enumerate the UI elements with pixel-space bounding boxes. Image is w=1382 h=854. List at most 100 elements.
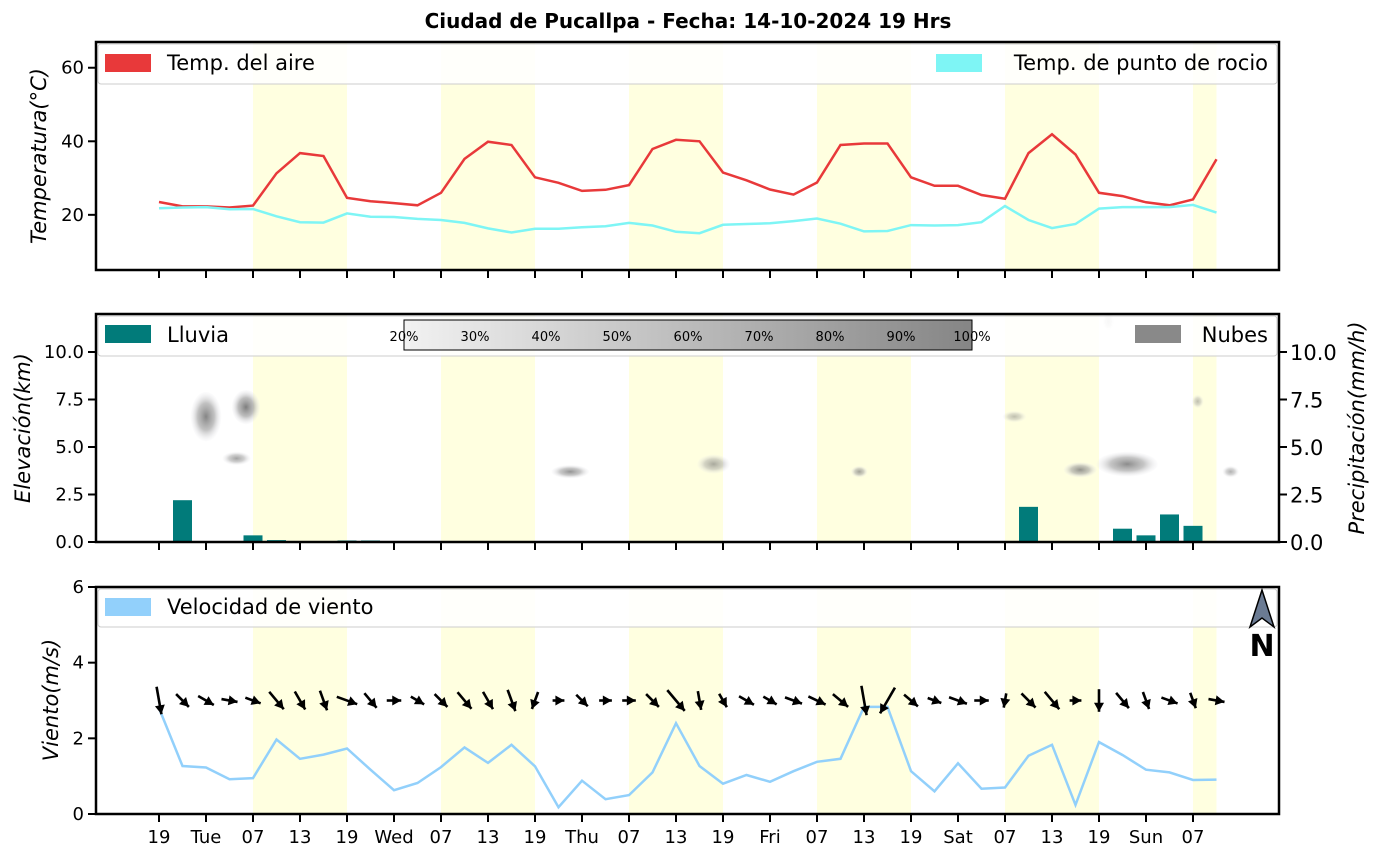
- wind-arrow: [694, 690, 705, 711]
- wind-arrow: [860, 685, 870, 716]
- wind-arrow: [807, 695, 827, 706]
- wind-arrow: [221, 695, 238, 706]
- wind-frame: [94, 585, 1281, 816]
- rain-bar: [1019, 506, 1038, 542]
- temperature-y-label: Temperatura(°C): [27, 68, 51, 244]
- cloud-contour: [222, 451, 251, 466]
- colorbar-label: 40%: [532, 330, 561, 345]
- wind-arrow: [948, 695, 968, 706]
- x-tick-label: Thu: [564, 827, 599, 848]
- precipitation-frame: [94, 312, 1281, 544]
- rain-bar: [173, 500, 192, 542]
- legend-swatch-wind: [105, 598, 151, 616]
- wind-arrow: [293, 690, 307, 711]
- precipitation-y-axis: 0.0 2.5 5.0 7.5 10.0: [1279, 341, 1337, 555]
- rain-bar: [1160, 514, 1179, 542]
- legend-swatch-rain: [105, 325, 151, 343]
- wind-y-axis: 0 2 4 6: [73, 577, 96, 825]
- legend-swatch-air-temp: [105, 54, 151, 72]
- y-tick-label: 0: [73, 804, 84, 825]
- wind-arrow: [832, 693, 849, 708]
- colorbar-label: 60%: [674, 330, 703, 345]
- x-tick-label: 19: [336, 827, 359, 848]
- wind-arrow: [575, 693, 589, 708]
- wind-arrow: [878, 686, 897, 715]
- y-tick-label: 5.0: [55, 437, 84, 458]
- y-tick-label-right: 2.5: [1290, 484, 1323, 508]
- colorbar-label: 70%: [745, 330, 774, 345]
- colorbar-label: 80%: [816, 330, 845, 345]
- legend-label-rain: Lluvia: [167, 323, 229, 347]
- y-tick-label: 7.5: [55, 390, 84, 411]
- wind-arrow: [1160, 695, 1179, 706]
- x-tick-label: 19: [900, 827, 923, 848]
- daylight-band: [1193, 587, 1217, 814]
- legend-label-wind: Velocidad de viento: [167, 595, 373, 619]
- wind-arrow: [1043, 691, 1061, 710]
- cloud-contour: [1002, 410, 1027, 423]
- legend-box: [97, 43, 1278, 85]
- wind-speed-line: [157, 705, 1217, 810]
- wind-arrow: [622, 695, 636, 706]
- x-tick-label: 07: [430, 827, 453, 848]
- temperature-y-axis: 20 40 60: [61, 58, 96, 226]
- cloud-contour: [1191, 394, 1204, 409]
- colorbar-gradient: [403, 319, 973, 351]
- north-arrow-icon: [1248, 587, 1276, 630]
- rain-bar: [243, 535, 263, 542]
- elevation-y-axis: 0.0 2.5 5.0 7.5 10.0: [44, 342, 96, 553]
- wind-arrow: [530, 691, 540, 710]
- wind-arrow: [268, 691, 285, 710]
- cloud-contour: [851, 466, 868, 478]
- y-tick-label: 0.0: [55, 532, 84, 553]
- temperature-x-ticks: [158, 270, 1194, 278]
- cloud-contour: [1063, 462, 1097, 478]
- wind-arrow: [552, 695, 565, 706]
- wind-arrow: [1020, 692, 1037, 709]
- rain-bar: [1113, 528, 1132, 542]
- x-tick-label: 07: [806, 827, 829, 848]
- y-tick-label-right: 7.5: [1290, 389, 1323, 413]
- colorbar-label: 20%: [390, 330, 419, 345]
- cloud-contour: [697, 454, 731, 474]
- colorbar-label: 30%: [461, 330, 490, 345]
- legend-box: [97, 588, 1278, 628]
- x-tick-label: Tue: [190, 827, 222, 848]
- wind-arrow: [1141, 691, 1151, 710]
- y-tick-label: 2: [73, 728, 84, 749]
- colorbar-label: 90%: [887, 330, 916, 345]
- wind-arrow: [718, 693, 728, 708]
- x-tick-label: 13: [853, 827, 876, 848]
- temperature-frame: [94, 40, 1281, 272]
- y-tick-label: 4: [73, 653, 84, 674]
- x-tick-label: 07: [1182, 827, 1205, 848]
- x-tick-label: Wed: [374, 827, 413, 848]
- y-tick-label: 10.0: [44, 342, 84, 363]
- x-tick-label: 19: [712, 827, 735, 848]
- wind-arrow: [1115, 692, 1130, 709]
- wind-arrow: [974, 695, 989, 706]
- temperature-panel: 20 40 60 Temperatura(°C) Temp. del aire Te…: [27, 40, 1281, 278]
- wind-arrow: [738, 695, 755, 706]
- legend-swatch-dew-point: [936, 54, 982, 72]
- north-indicator: N: [1248, 587, 1276, 664]
- wind-arrow: [903, 693, 919, 708]
- wind-direction-arrows: [154, 685, 1225, 716]
- y-tick-label: 2.5: [55, 485, 84, 506]
- wind-arrow: [599, 695, 612, 706]
- wind-arrow: [456, 691, 473, 710]
- wind-arrow: [386, 695, 402, 706]
- temperature-lines: [158, 132, 1218, 235]
- legend-swatch-clouds: [1135, 325, 1181, 343]
- wind-arrow: [175, 693, 190, 708]
- colorbar-label: 50%: [603, 330, 632, 345]
- wind-arrow: [410, 695, 425, 706]
- cloud-contour: [1222, 466, 1239, 478]
- elevation-y-label: Elevación(km): [11, 353, 35, 503]
- wind-speed-line: [157, 705, 1217, 810]
- wind-arrow: [1069, 695, 1082, 706]
- x-tick-label: 07: [994, 827, 1017, 848]
- wind-arrow: [1208, 695, 1225, 706]
